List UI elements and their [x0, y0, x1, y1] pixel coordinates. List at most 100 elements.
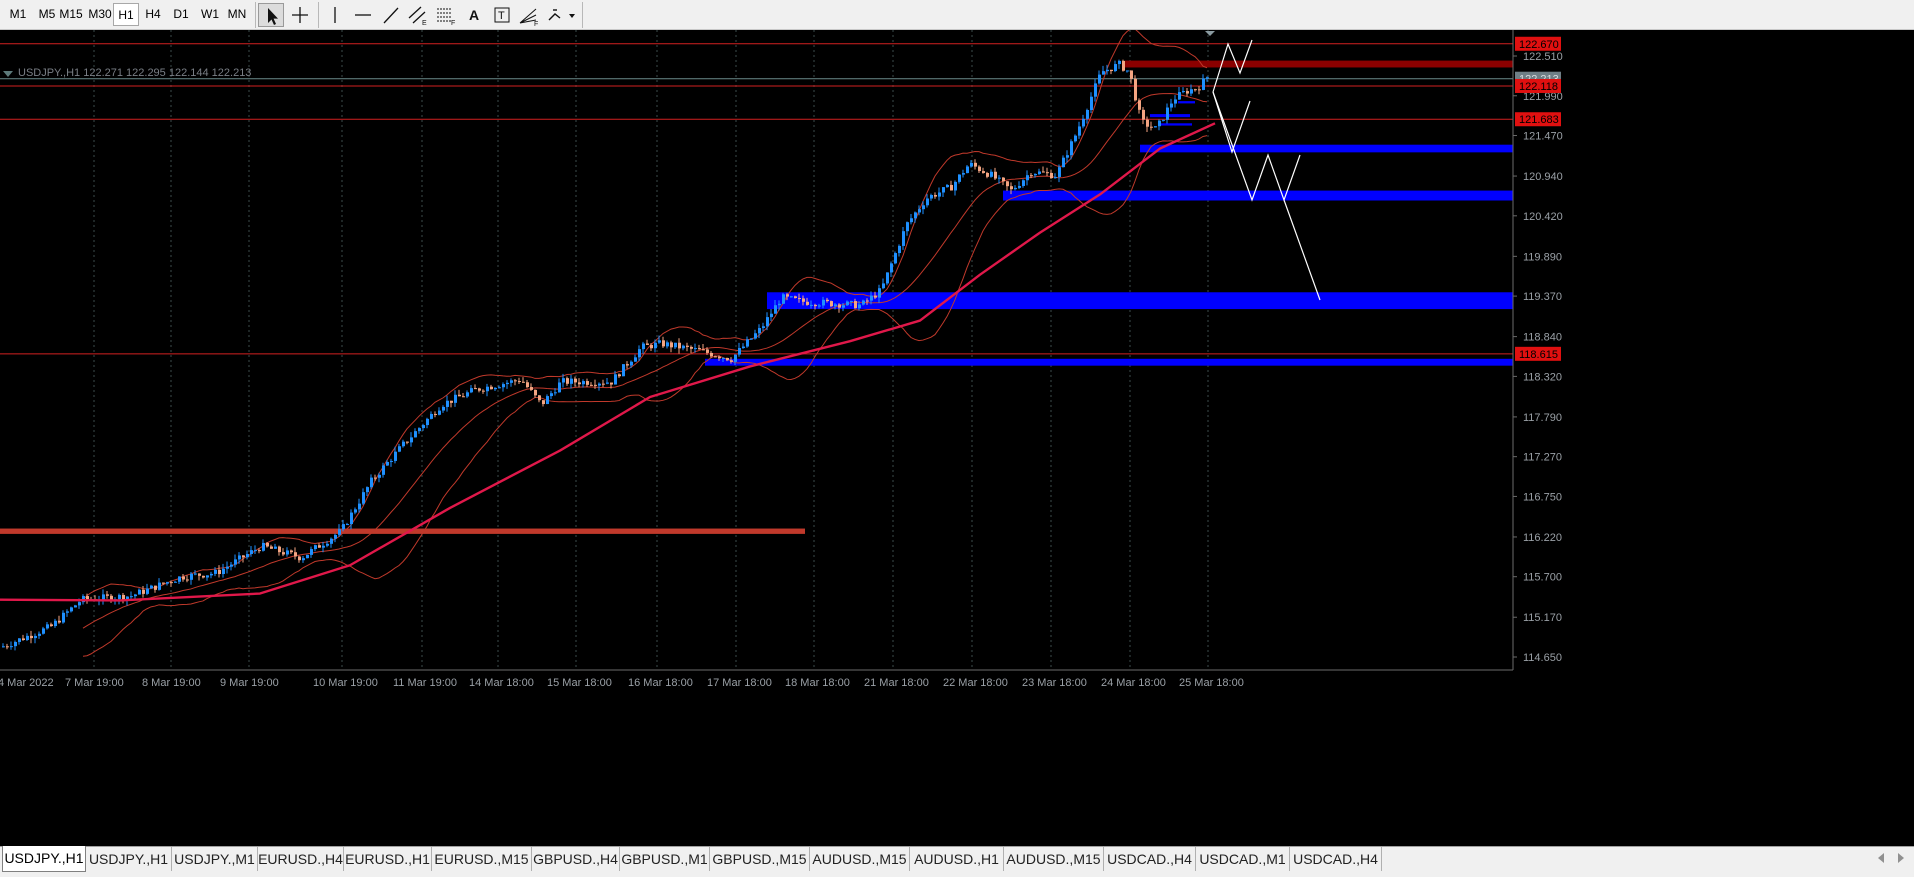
candle-body: [1206, 77, 1209, 79]
candle-body: [1122, 60, 1125, 71]
candle-body: [722, 357, 725, 359]
tab-usdcad-h4-2[interactable]: USDCAD.,H4: [1290, 847, 1382, 871]
tab-gbpusd-m15[interactable]: GBPUSD.,M15: [710, 847, 810, 871]
projection-line: [1283, 199, 1321, 301]
price-label-badge: [1515, 346, 1561, 361]
tab-usdjpy-h1[interactable]: USDJPY.,H1: [2, 846, 86, 872]
candle-body: [1170, 103, 1173, 108]
toolbar: M1 M5 M15 M30 H1 H4 D1 W1 MN E F A T F: [0, 0, 1914, 30]
candle-body: [726, 357, 729, 361]
candle-body: [430, 413, 433, 419]
price-axis-label: 117.790: [1523, 412, 1562, 424]
equidistant-channel-icon[interactable]: E: [405, 3, 431, 27]
candle-body: [518, 381, 521, 383]
candle-body: [990, 171, 993, 177]
text-icon[interactable]: A: [461, 3, 487, 27]
candle-body: [178, 576, 181, 582]
candle-body: [810, 304, 813, 306]
candle-body: [398, 446, 401, 452]
timeframe-w1[interactable]: W1: [201, 7, 219, 21]
support-zone: [1003, 190, 1513, 201]
shapes-icon[interactable]: [544, 3, 580, 27]
candle-body: [274, 546, 277, 549]
candle-body: [110, 595, 113, 601]
tab-gbpusd-h4[interactable]: GBPUSD.,H4: [532, 847, 620, 871]
candle-body: [410, 437, 413, 443]
projection-line: [1212, 91, 1301, 202]
tab-audusd-h1[interactable]: AUDUSD.,H1: [910, 847, 1004, 871]
timeframe-h4[interactable]: H4: [145, 7, 161, 21]
timeframe-m5[interactable]: M5: [38, 7, 56, 21]
time-axis-label: 18 Mar 18:00: [785, 677, 850, 689]
candle-body: [710, 352, 713, 357]
timeframe-m30[interactable]: M30: [88, 7, 112, 21]
candle-body: [982, 171, 985, 173]
candle-body: [822, 299, 825, 306]
candle-body: [1002, 177, 1005, 182]
candle-body: [158, 582, 161, 590]
horizontal-line-icon[interactable]: [350, 3, 376, 27]
candle-body: [318, 545, 321, 548]
candle-body: [1086, 109, 1089, 119]
time-axis-label: 21 Mar 18:00: [864, 677, 929, 689]
tab-gbpusd-m1[interactable]: GBPUSD.,M1: [620, 847, 710, 871]
scroll-left-icon[interactable]: [1878, 853, 1884, 863]
candle-body: [662, 340, 665, 347]
tab-usdjpy-h1-2[interactable]: USDJPY.,H1: [86, 847, 172, 871]
candle-body: [190, 573, 193, 580]
fibonacci-fan-icon[interactable]: F: [516, 3, 542, 27]
scroll-right-icon[interactable]: [1898, 853, 1904, 863]
trendline-icon[interactable]: [378, 3, 404, 27]
cursor-icon[interactable]: [258, 3, 284, 27]
candle-body: [706, 349, 709, 353]
candle-body: [1158, 120, 1161, 127]
crosshair-icon[interactable]: [287, 3, 313, 27]
tab-eurusd-h4[interactable]: EURUSD.,H4: [258, 847, 344, 871]
candle-body: [866, 300, 869, 302]
tab-usdcad-h4[interactable]: USDCAD.,H4: [1104, 847, 1196, 871]
collapse-icon[interactable]: [3, 71, 13, 77]
candle-body: [1058, 167, 1061, 177]
vertical-line-icon[interactable]: [322, 3, 348, 27]
tab-eurusd-m15[interactable]: EURUSD.,M15: [432, 847, 532, 871]
timeframe-m15[interactable]: M15: [59, 7, 83, 21]
tab-audusd-m15-2[interactable]: AUDUSD.,M15: [1004, 847, 1104, 871]
support-zone: [1158, 123, 1192, 126]
tab-usdjpy-m1[interactable]: USDJPY.,M1: [172, 847, 258, 871]
tab-usdcad-m1[interactable]: USDCAD.,M1: [1196, 847, 1290, 871]
candle-body: [70, 607, 73, 612]
timeframe-mn[interactable]: MN: [227, 7, 247, 21]
candle-body: [346, 524, 349, 526]
timeframe-d1[interactable]: D1: [173, 7, 189, 21]
time-axis-label: 9 Mar 19:00: [220, 677, 279, 689]
candle-body: [626, 364, 629, 366]
text-label-icon[interactable]: T: [489, 3, 515, 27]
toolbar-separator: [582, 2, 583, 28]
candle-body: [898, 245, 901, 254]
candle-body: [694, 348, 697, 350]
time-axis-label: 22 Mar 18:00: [943, 677, 1008, 689]
candle-body: [262, 542, 265, 551]
chart-area[interactable]: 4 Mar 2022 7 Mar 19:00 8 Mar 19:00 9 Mar 19…: [0, 30, 1914, 846]
timeframe-h1[interactable]: H1: [113, 3, 139, 26]
candle-body: [1034, 173, 1037, 176]
fibonacci-retracement-icon[interactable]: F: [433, 3, 459, 27]
candle-body: [382, 465, 385, 475]
tab-audusd-m15[interactable]: AUDUSD.,M15: [810, 847, 910, 871]
candle-body: [370, 477, 373, 488]
candle-body: [418, 428, 421, 432]
price-chart[interactable]: 4 Mar 2022 7 Mar 19:00 8 Mar 19:00 9 Mar 19…: [0, 30, 1914, 846]
candle-body: [734, 354, 737, 362]
candle-body: [210, 573, 213, 576]
candle-body: [354, 509, 357, 513]
candle-body: [1014, 187, 1017, 190]
candle-body: [606, 382, 609, 384]
timeframe-m1[interactable]: M1: [9, 7, 27, 21]
tab-eurusd-h1[interactable]: EURUSD.,H1: [344, 847, 432, 871]
candle-body: [842, 305, 845, 308]
price-label-text: 122.118: [1519, 81, 1558, 93]
time-axis-label: 17 Mar 18:00: [707, 677, 772, 689]
candle-body: [378, 474, 381, 478]
candle-body: [1202, 78, 1205, 90]
price-axis-label: 120.420: [1523, 211, 1563, 223]
